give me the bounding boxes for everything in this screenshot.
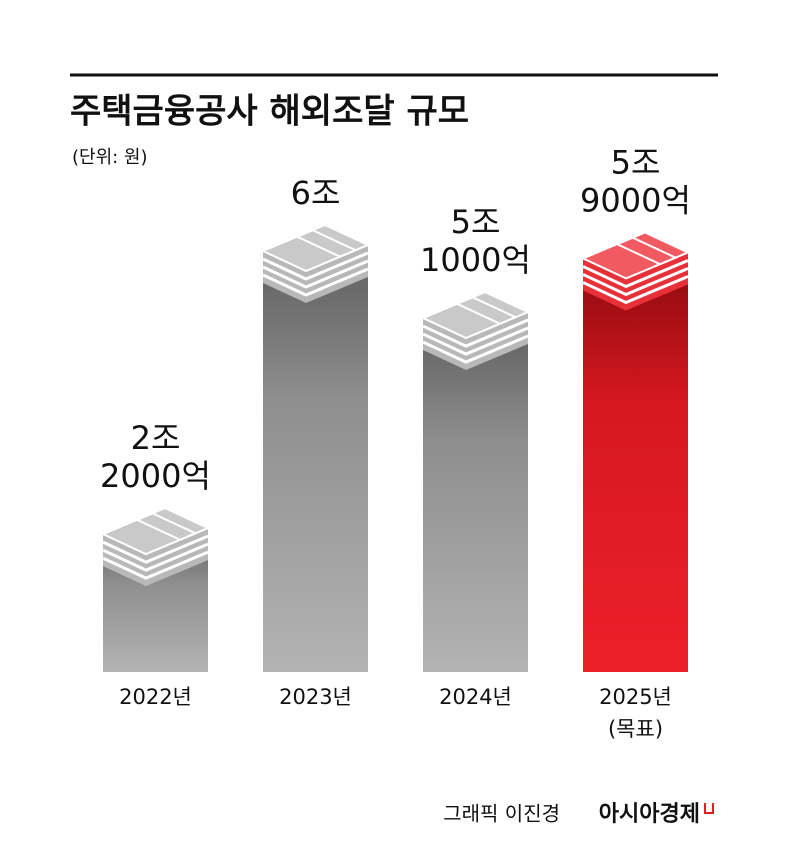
money-stack: [102, 550, 209, 580]
money-stack: [422, 326, 529, 356]
value-label: 9000억: [580, 181, 691, 219]
value-label: 1000억: [420, 241, 531, 279]
money-band: [454, 296, 519, 325]
money-stack: [262, 267, 369, 297]
money-band: [294, 229, 359, 258]
x-tick-label: 2025년: [599, 685, 672, 709]
x-tick-note: (목표): [608, 717, 663, 741]
value-label: 5조: [611, 143, 661, 181]
bar: [263, 251, 368, 672]
chart-subtitle: (단위: 원): [72, 147, 148, 168]
x-tick-label: 2024년: [439, 685, 512, 709]
money-stack: [262, 251, 369, 281]
money-stack: [422, 334, 529, 364]
value-label: 6조: [291, 174, 341, 212]
x-tick-label: 2023년: [279, 685, 352, 709]
money-stack: [582, 259, 689, 289]
money-stack: [582, 267, 689, 297]
x-tick-label: 2022년: [119, 685, 192, 709]
publisher-logo: [704, 803, 714, 814]
money-stack: [262, 259, 369, 289]
value-label: 2조: [131, 419, 181, 457]
money-stack: [102, 534, 209, 564]
value-label: 2000억: [100, 457, 211, 495]
bar: [423, 318, 528, 672]
publisher: 아시아경제: [599, 802, 700, 827]
money-stack: [582, 275, 689, 305]
value-label: 5조: [451, 203, 501, 241]
money-stack: [102, 542, 209, 572]
money-band: [614, 236, 679, 266]
money-band: [134, 512, 199, 541]
chart-title: 주택금융공사 해외조달 규모: [70, 92, 469, 132]
credit: 그래픽 이진경: [443, 802, 560, 826]
money-stack: [422, 318, 529, 348]
bar: [583, 258, 688, 672]
